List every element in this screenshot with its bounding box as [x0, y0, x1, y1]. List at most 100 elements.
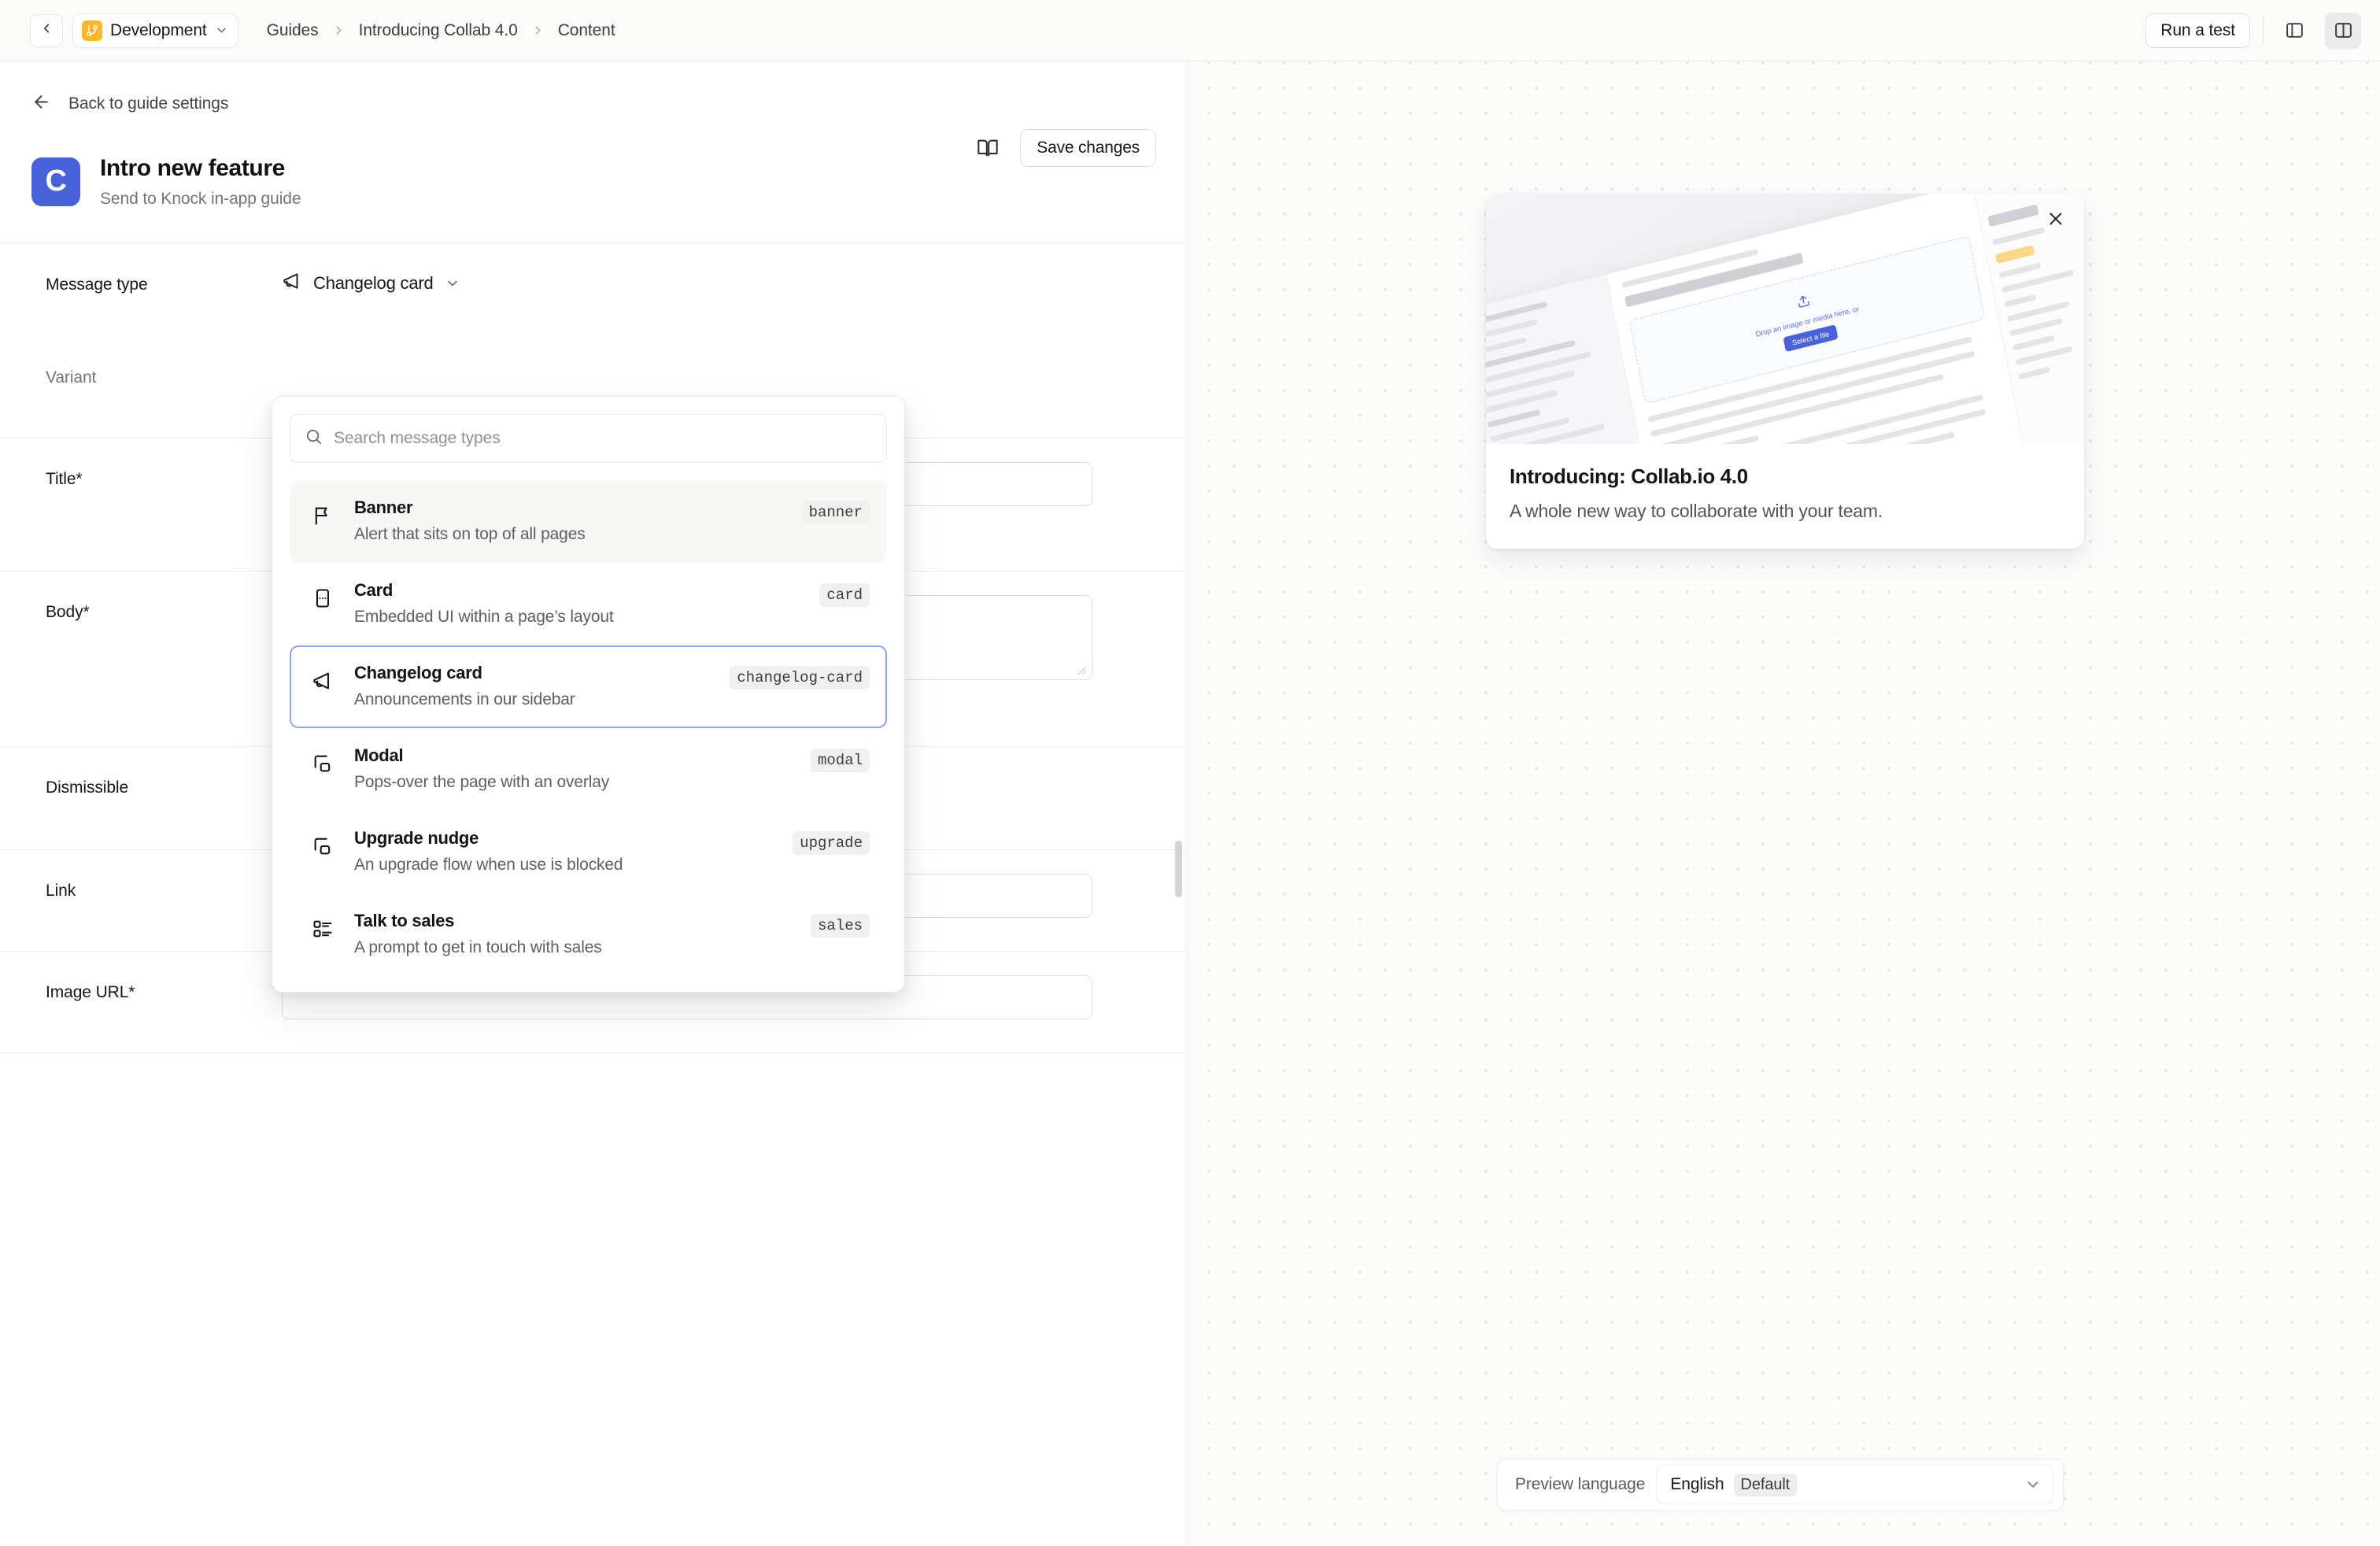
card-icon: [309, 580, 337, 609]
environment-label: Development: [110, 20, 207, 39]
message-type-option-banner[interactable]: Banner Alert that sits on top of all pag…: [290, 480, 887, 563]
preview-language-select[interactable]: English Default: [1656, 1465, 2053, 1504]
option-text: Card Embedded UI within a page’s layout: [354, 580, 802, 627]
toolbar-divider: [2263, 16, 2264, 45]
chevron-down-icon: [215, 24, 228, 37]
option-key-badge: upgrade: [793, 831, 870, 855]
search-message-types-field[interactable]: Search message types: [290, 414, 887, 463]
megaphone-icon: [309, 663, 337, 692]
message-type-dropdown-trigger[interactable]: Changelog card: [282, 268, 1109, 295]
message-type-option-changelog-card[interactable]: Changelog card Announcements in our side…: [290, 645, 887, 728]
editor-header: Back to guide settings Save changes C In…: [0, 61, 1188, 243]
skeleton-line: [2004, 294, 2036, 308]
flag-icon: [309, 497, 337, 527]
environment-selector[interactable]: Development: [72, 13, 238, 48]
skeleton-line: [2018, 366, 2050, 380]
skeleton-line: [1486, 301, 1547, 327]
nav-back-button[interactable]: [30, 13, 63, 47]
chevron-right-icon: [332, 24, 346, 37]
main-body: Back to guide settings Save changes C In…: [0, 61, 2380, 1546]
guide-title-row: C Intro new feature Send to Knock in-app…: [31, 154, 1156, 243]
message-type-option-card[interactable]: Card Embedded UI within a page’s layout …: [290, 563, 887, 645]
option-description: Alert that sits on top of all pages: [354, 525, 586, 543]
skeleton-line: [1992, 227, 2045, 246]
field-control-message-type: Changelog card: [282, 268, 1156, 313]
option-name: Changelog card: [354, 663, 482, 682]
chevron-left-icon: [39, 21, 54, 39]
panel-split-icon[interactable]: [2325, 12, 2361, 49]
divider: [0, 243, 1188, 244]
preview-card-text: A whole new way to collaborate with your…: [1510, 501, 1883, 521]
option-text: Changelog card Announcements in our side…: [354, 663, 712, 709]
modal-icon: [309, 828, 337, 857]
avatar: C: [31, 157, 80, 206]
editor-scrollbar[interactable]: [1175, 841, 1182, 897]
preview-card-title: Introducing: Collab.io 4.0: [1510, 464, 1748, 488]
skeleton-line: [2012, 335, 2055, 351]
option-text: Banner Alert that sits on top of all pag…: [354, 497, 785, 544]
back-to-guide-settings-link[interactable]: Back to guide settings: [31, 87, 1156, 121]
top-bar: Development Guides Introducing Collab 4.…: [0, 0, 2380, 61]
breadcrumb-item-content[interactable]: Content: [557, 20, 615, 39]
breadcrumb: Guides Introducing Collab 4.0 Content: [267, 21, 615, 40]
preview-language-value: English: [1670, 1475, 1724, 1493]
skeleton-line: [1486, 319, 1537, 342]
message-type-option-modal[interactable]: Modal Pops-over the page with an overlay…: [290, 728, 887, 811]
option-name: Modal: [354, 745, 404, 765]
skeleton-line: [2015, 346, 2073, 366]
skeleton-line: [1487, 409, 1541, 428]
option-key-badge: banner: [801, 501, 870, 524]
resize-handle-icon[interactable]: [1074, 663, 1087, 675]
screenshot-main: Drop an image or media here, or Select a…: [1606, 194, 2046, 444]
arrow-left-icon: [31, 92, 51, 116]
option-name: Talk to sales: [354, 911, 455, 930]
preview-card-body: Introducing: Collab.io 4.0 A whole new w…: [1486, 444, 2084, 549]
option-text: Modal Pops-over the page with an overlay: [354, 745, 793, 792]
field-label-link: Link: [46, 882, 76, 900]
skeleton-details-heading: [1987, 204, 2039, 227]
guide-title-block: Intro new feature Send to Knock in-app g…: [100, 154, 301, 209]
book-icon[interactable]: [974, 135, 1001, 161]
chevron-down-icon: [2024, 1476, 2042, 1493]
list-icon: [309, 911, 337, 940]
option-text: Upgrade nudge An upgrade flow when use i…: [354, 828, 775, 875]
git-branch-icon: [82, 20, 102, 41]
field-label-body: Body*: [46, 603, 90, 621]
field-row-dismissible: Dismissible: [0, 747, 1188, 849]
breadcrumb-item-guide[interactable]: Introducing Collab 4.0: [358, 20, 518, 39]
page-title: Intro new feature: [100, 155, 285, 181]
preview-language-label: Preview language: [1515, 1475, 1646, 1493]
modal-icon: [309, 745, 337, 775]
field-label-image-url: Image URL*: [46, 983, 135, 1001]
option-text: Talk to sales A prompt to get in touch w…: [354, 911, 793, 957]
breadcrumb-item-guides[interactable]: Guides: [266, 20, 319, 39]
field-label-message-type: Message type: [46, 276, 148, 294]
option-key-badge: sales: [810, 914, 870, 938]
option-description: A prompt to get in touch with sales: [354, 938, 602, 956]
preview-screenshot-image: Drop an image or media here, or Select a…: [1486, 194, 2084, 444]
search-icon: [305, 427, 323, 449]
option-description: An upgrade flow when use is blocked: [354, 856, 623, 874]
back-link-label: Back to guide settings: [68, 94, 229, 113]
skeleton-line: [1998, 262, 2041, 279]
field-row-variant: Variant: [0, 337, 1188, 438]
top-bar-right: Run a test: [2145, 12, 2361, 49]
panel-left-icon[interactable]: [2276, 13, 2312, 49]
skeleton-line: [2009, 317, 2063, 337]
option-key-badge: card: [819, 583, 870, 607]
close-icon[interactable]: [2042, 205, 2070, 233]
field-label-dismissible: Dismissible: [46, 779, 129, 797]
option-description: Announcements in our sidebar: [354, 690, 575, 708]
option-name: Banner: [354, 497, 413, 517]
option-description: Pops-over the page with an overlay: [354, 773, 610, 791]
message-type-option-upgrade[interactable]: Upgrade nudge An upgrade flow when use i…: [290, 811, 887, 893]
screenshot-dropzone: Drop an image or media here, or Select a…: [1628, 235, 1986, 405]
save-changes-button[interactable]: Save changes: [1020, 129, 1156, 167]
message-type-dropdown: Search message types Banner Alert that s…: [272, 396, 905, 993]
field-row-message-type: Message type Changelog card: [0, 244, 1188, 337]
message-type-option-sales[interactable]: Talk to sales A prompt to get in touch w…: [290, 893, 887, 976]
option-key-badge: modal: [810, 749, 870, 772]
editor-header-actions: Save changes: [974, 129, 1156, 167]
run-a-test-button[interactable]: Run a test: [2145, 13, 2250, 48]
